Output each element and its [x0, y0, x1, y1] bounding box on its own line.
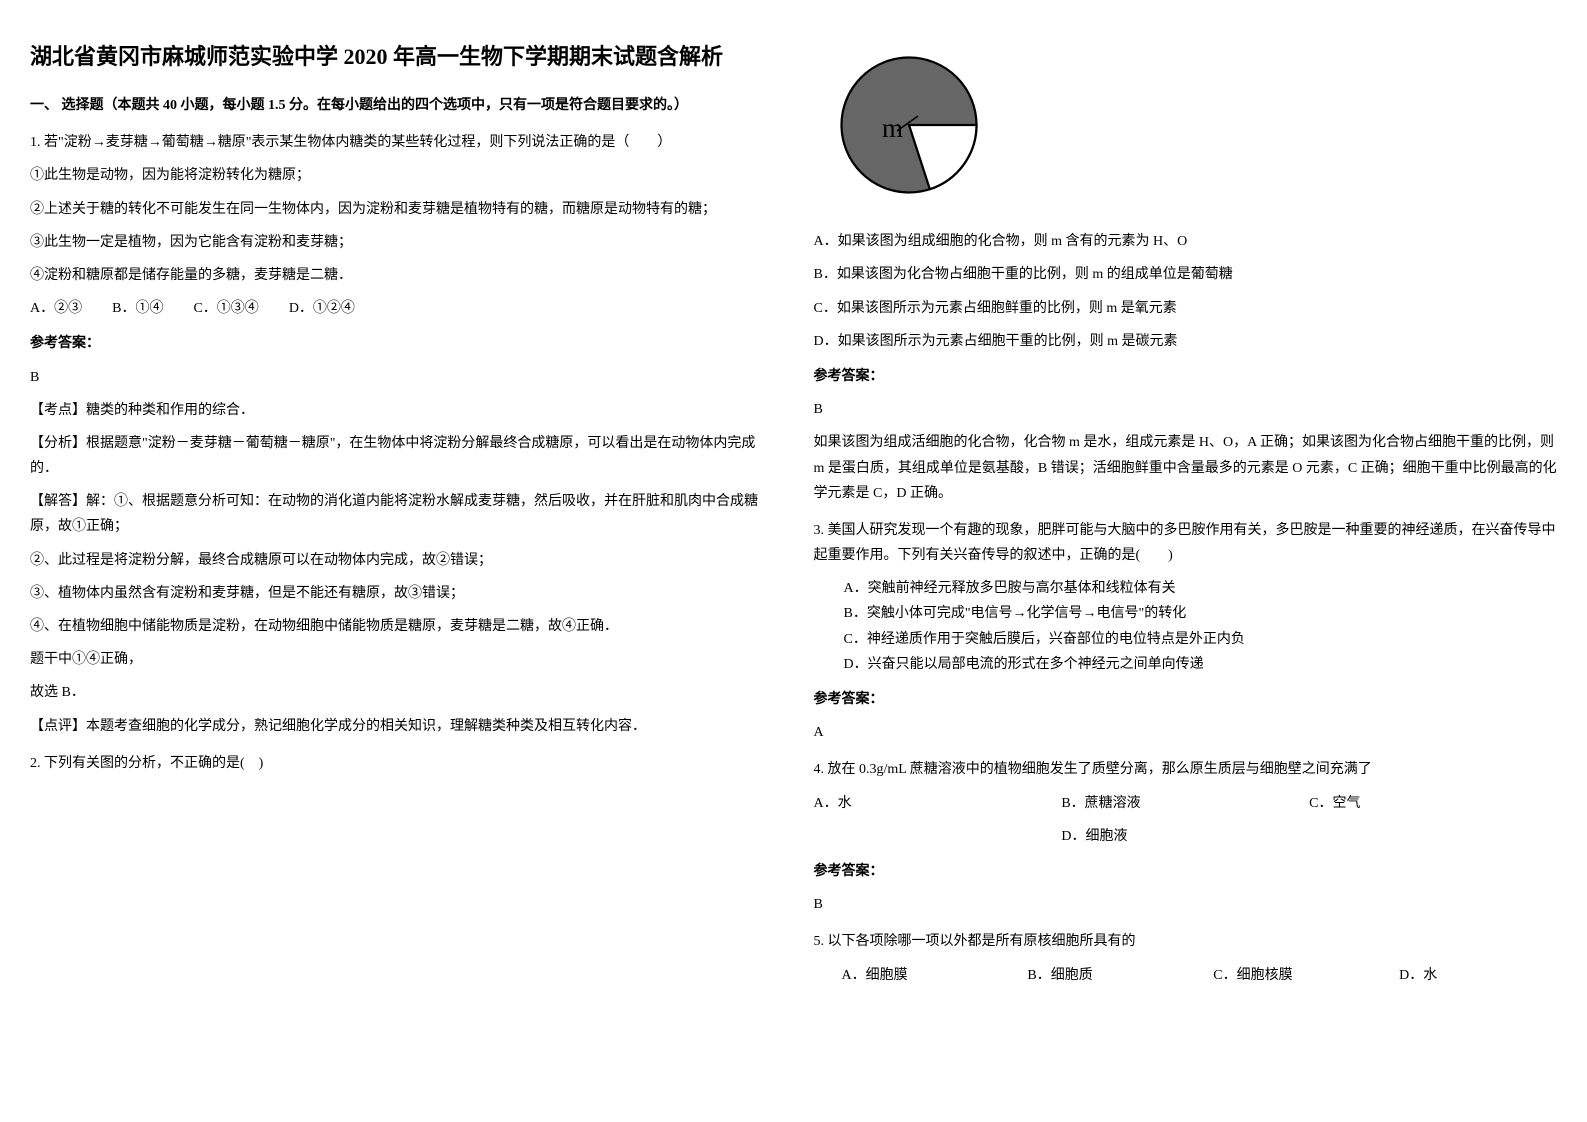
- q1-stem: 1. 若"淀粉→麦芽糖→葡萄糖→糖原"表示某生物体内糖类的某些转化过程，则下列说…: [30, 130, 774, 155]
- q1-item1: ①此生物是动物，因为能将淀粉转化为糖原；: [30, 163, 774, 188]
- question-1: 1. 若"淀粉→麦芽糖→葡萄糖→糖原"表示某生物体内糖类的某些转化过程，则下列说…: [30, 130, 774, 739]
- q2-answer-label: 参考答案：: [814, 364, 1558, 389]
- q3-answer-label: 参考答案：: [814, 687, 1558, 712]
- right-column: m A．如果该图为组成细胞的化合物，则 m 含有的元素为 H、O B．如果该图为…: [814, 40, 1558, 1000]
- question-4: 4. 放在 0.3g/mL 蔗糖溶液中的植物细胞发生了质壁分离，那么原生质层与细…: [814, 757, 1558, 917]
- left-column: 湖北省黄冈市麻城师范实验中学 2020 年高一生物下学期期末试题含解析 一、 选…: [30, 40, 774, 1000]
- q3-options: A．突触前神经元释放多巴胺与高尔基体和线粒体有关 B．突触小体可完成"电信号→化…: [814, 576, 1558, 677]
- q1-optD: D．①②④: [289, 296, 355, 321]
- q4-optB: B．蔗糖溶液: [1061, 791, 1309, 816]
- q1-fenxi: 【分析】根据题意"淀粉－麦芽糖－葡萄糖－糖原"，在生物体中将淀粉分解最终合成糖原…: [30, 431, 774, 481]
- q2-explanation: 如果该图为组成活细胞的化合物，化合物 m 是水，组成元素是 H、O，A 正确；如…: [814, 430, 1558, 506]
- question-5: 5. 以下各项除哪一项以外都是所有原核细胞所具有的 A．细胞膜 B．细胞质 C．…: [814, 929, 1558, 987]
- q1-jieda2: ②、此过程是将淀粉分解，最终合成糖原可以在动物体内完成，故②错误；: [30, 548, 774, 573]
- q1-answer: B: [30, 365, 774, 390]
- q3-answer: A: [814, 720, 1558, 745]
- q1-kaodian: 【考点】糖类的种类和作用的综合．: [30, 398, 774, 423]
- q1-optC: C．①③④: [193, 296, 258, 321]
- q3-optC: C．神经递质作用于突触后膜后，兴奋部位的电位特点是外正内负: [844, 627, 1558, 652]
- question-3: 3. 美国人研究发现一个有趣的现象，肥胖可能与大脑中的多巴胺作用有关，多巴胺是一…: [814, 518, 1558, 746]
- q2-answer: B: [814, 397, 1558, 422]
- q1-jieda1: 【解答】解：①、根据题意分析可知：在动物的消化道内能将淀粉水解成麦芽糖，然后吸收…: [30, 489, 774, 539]
- q1-jieda6: 故选 B．: [30, 680, 774, 705]
- q3-optB: B．突触小体可完成"电信号→化学信号→电信号"的转化: [844, 601, 1558, 626]
- q4-options: A．水 B．蔗糖溶液 C．空气 D．细胞液: [814, 791, 1558, 849]
- q1-optB: B．①④: [112, 296, 163, 321]
- q5-optD: D．水: [1371, 963, 1557, 988]
- q1-options: A．②③ B．①④ C．①③④ D．①②④: [30, 296, 774, 321]
- q2-optC: C．如果该图所示为元素占细胞鲜重的比例，则 m 是氧元素: [814, 296, 1558, 321]
- pie-chart: m: [834, 50, 984, 200]
- q3-stem: 3. 美国人研究发现一个有趣的现象，肥胖可能与大脑中的多巴胺作用有关，多巴胺是一…: [814, 518, 1558, 568]
- q2-optB: B．如果该图为化合物占细胞干重的比例，则 m 的组成单位是葡萄糖: [814, 262, 1558, 287]
- q5-options: A．细胞膜 B．细胞质 C．细胞核膜 D．水: [814, 963, 1558, 988]
- q5-optA: A．细胞膜: [814, 963, 1000, 988]
- pie-chart-container: m: [834, 50, 1558, 209]
- q4-stem: 4. 放在 0.3g/mL 蔗糖溶液中的植物细胞发生了质壁分离，那么原生质层与细…: [814, 757, 1558, 782]
- q5-optC: C．细胞核膜: [1185, 963, 1371, 988]
- section-header: 一、 选择题（本题共 40 小题，每小题 1.5 分。在每小题给出的四个选项中，…: [30, 93, 774, 118]
- q4-optA: A．水: [814, 791, 1062, 816]
- q1-jieda4: ④、在植物细胞中储能物质是淀粉，在动物细胞中储能物质是糖原，麦芽糖是二糖，故④正…: [30, 614, 774, 639]
- q4-optC: C．空气: [1309, 791, 1557, 816]
- q2-optA: A．如果该图为组成细胞的化合物，则 m 含有的元素为 H、O: [814, 229, 1558, 254]
- q2-stem: 2. 下列有关图的分析，不正确的是( ): [30, 751, 774, 776]
- q2-optD: D．如果该图所示为元素占细胞干重的比例，则 m 是碳元素: [814, 329, 1558, 354]
- q1-jieda5: 题干中①④正确，: [30, 647, 774, 672]
- q4-optD: D．细胞液: [1061, 824, 1309, 849]
- pie-label-m: m: [882, 113, 903, 143]
- q3-optD: D．兴奋只能以局部电流的形式在多个神经元之间单向传递: [844, 652, 1558, 677]
- q1-dianping: 【点评】本题考查细胞的化学成分，熟记细胞化学成分的相关知识，理解糖类种类及相互转…: [30, 714, 774, 739]
- q1-jieda3: ③、植物体内虽然含有淀粉和麦芽糖，但是不能还有糖原，故③错误；: [30, 581, 774, 606]
- question-2: A．如果该图为组成细胞的化合物，则 m 含有的元素为 H、O B．如果该图为化合…: [814, 229, 1558, 506]
- q5-optB: B．细胞质: [999, 963, 1185, 988]
- document-title: 湖北省黄冈市麻城师范实验中学 2020 年高一生物下学期期末试题含解析: [30, 40, 774, 73]
- q1-item4: ④淀粉和糖原都是储存能量的多糖，麦芽糖是二糖．: [30, 263, 774, 288]
- q1-item3: ③此生物一定是植物，因为它能含有淀粉和麦芽糖；: [30, 230, 774, 255]
- q3-optA: A．突触前神经元释放多巴胺与高尔基体和线粒体有关: [844, 576, 1558, 601]
- q4-answer-label: 参考答案：: [814, 859, 1558, 884]
- q4-answer: B: [814, 892, 1558, 917]
- q1-answer-label: 参考答案：: [30, 331, 774, 356]
- q5-stem: 5. 以下各项除哪一项以外都是所有原核细胞所具有的: [814, 929, 1558, 954]
- q1-item2: ②上述关于糖的转化不可能发生在同一生物体内，因为淀粉和麦芽糖是植物特有的糖，而糖…: [30, 197, 774, 222]
- q1-optA: A．②③: [30, 296, 82, 321]
